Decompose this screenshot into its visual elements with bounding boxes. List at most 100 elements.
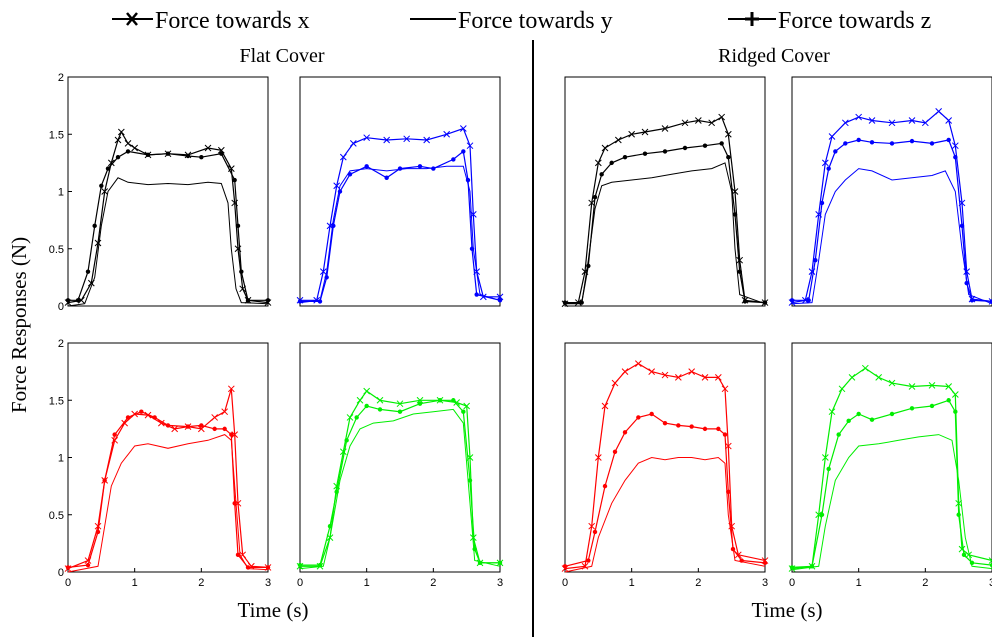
series-z-marker [716,426,721,432]
legend-marker-z [745,12,759,26]
x-tick-label: 2 [198,577,204,589]
series-x-marker [868,117,876,124]
series-z-marker [65,565,71,570]
series-z-marker [397,409,403,414]
panel-plot: 0 1 2 3 [788,364,992,589]
series-z-marker [461,409,466,414]
series-z-marker [836,432,841,437]
series-z-marker [813,258,818,263]
series-x-marker [935,107,943,115]
x-tick-label: 1 [856,577,862,589]
panel-frame [299,342,501,573]
series-x-marker [221,408,229,416]
series-x-marker [838,385,846,393]
series-x-marker [721,385,729,393]
panel-frame [564,342,766,573]
series-z-marker [417,401,423,406]
series-z-marker [467,478,473,483]
series-z-marker [102,478,107,483]
series-x-marker [708,119,716,127]
series-z-marker [869,140,875,145]
series-x-marker [204,144,212,152]
series-x-marker [815,511,823,519]
series-z-marker [843,141,848,146]
series-x-marker [217,146,225,154]
series-z-marker [969,560,975,566]
series-z-marker [946,137,951,143]
series-z-marker [317,562,323,568]
series-x-marker [463,402,471,410]
series-line-x [791,367,992,570]
series-line-x [300,127,500,301]
series-x-marker [875,373,883,381]
series-line-x [67,388,269,570]
legend: Force towards x Force towards y Force to… [112,8,931,34]
series-x-marker [131,144,139,152]
series-x-marker [594,159,602,167]
series-x-marker [951,391,959,398]
y-tick-label: 2 [58,338,64,350]
series-z-marker [856,137,861,143]
series-x-marker [423,136,431,144]
series-x-marker [908,117,916,124]
y-tick-label: 0 [58,567,64,579]
series-x-marker [888,119,896,127]
panel-frame [67,342,269,573]
series-z-marker [235,552,241,558]
series-z-marker [586,263,591,269]
series-x-marker [951,142,959,150]
series-z-marker [337,189,343,194]
series-x-marker [921,119,929,127]
series-z-marker [586,558,591,563]
series-z-marker [474,292,479,297]
series-z-marker [229,432,234,437]
series-z-marker [317,299,323,304]
panel-ridged-top-right [788,76,992,307]
series-z-marker [662,149,668,154]
x-tick-label: 2 [695,577,701,589]
series-x-marker [821,159,829,167]
series-z-marker [497,560,503,566]
series-z-marker [732,212,738,217]
panel-frame [564,76,766,307]
series-z-marker [959,223,965,229]
series-x-marker [403,135,411,143]
series-z-marker [199,154,204,160]
series-z-marker [165,423,171,428]
series-x-marker [988,557,992,564]
series-z-marker [599,172,604,177]
series-line-y [791,168,992,305]
x-tick-label: 0 [562,577,568,589]
series-z-marker [297,299,303,304]
x-tick-label: 3 [497,577,503,589]
series-z-marker [969,298,975,303]
series-z-marker [730,546,736,552]
series-z-marker [219,151,224,156]
series-z-marker [377,407,383,412]
series-x-marker [94,239,102,247]
y-axis-label: Force Responses (N) [7,237,31,413]
series-z-marker [737,269,742,274]
series-z-marker [431,166,436,171]
series-z-marker [676,423,681,428]
series-z-marker [953,409,958,414]
series-line-z [68,150,268,301]
series-x-marker [888,379,896,387]
y-tick-label: 0.5 [49,244,64,256]
series-x-marker [674,373,682,381]
series-x-marker [661,371,669,379]
series-z-marker [232,501,237,506]
series-x-marker [945,383,953,390]
series-x-marker [848,373,856,381]
series-x-marker [117,128,125,136]
series-x-marker [594,454,602,461]
x-tick-label: 0 [297,577,303,589]
series-z-marker [869,417,875,422]
series-x-marker [339,153,347,161]
series-x-marker [466,142,474,150]
series-x-marker [634,360,642,367]
series-z-marker [826,166,831,171]
series-z-marker [739,558,744,563]
series-z-marker [245,298,251,303]
series-z-marker [819,200,825,206]
